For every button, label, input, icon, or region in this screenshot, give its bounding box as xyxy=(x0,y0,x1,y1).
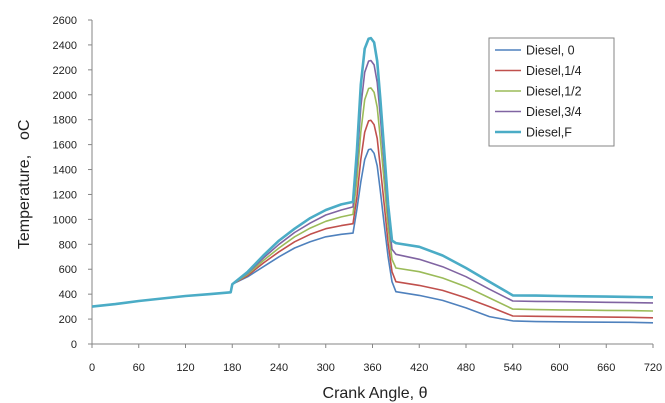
y-tick-label: 800 xyxy=(59,239,77,251)
legend-label: Diesel, 0 xyxy=(526,44,575,58)
svg-text:oC: oC xyxy=(16,120,33,140)
x-tick-label: 480 xyxy=(457,362,475,374)
x-tick-label: 0 xyxy=(89,362,95,374)
x-tick-label: 240 xyxy=(270,362,288,374)
y-tick-label: 2200 xyxy=(53,65,77,77)
legend-box xyxy=(488,37,615,147)
x-tick-label: 60 xyxy=(133,362,145,374)
legend-label: Diesel,1/4 xyxy=(526,64,582,78)
y-tick-label: 2400 xyxy=(53,40,77,52)
legend-label: Diesel,1/2 xyxy=(526,85,582,99)
tick-labels: 0200400600800100012001400160018002000220… xyxy=(53,15,663,374)
x-tick-label: 600 xyxy=(550,362,568,374)
x-tick-label: 720 xyxy=(644,362,662,374)
legend: Diesel, 0 Diesel,1/4 Diesel,1/2 Diesel,3/4 D… xyxy=(488,37,615,147)
x-tick-label: 540 xyxy=(504,362,522,374)
legend-label: Diesel,3/4 xyxy=(526,105,582,119)
y-tick-label: 1200 xyxy=(53,189,77,201)
x-tick-label: 420 xyxy=(410,362,428,374)
y-tick-label: 1800 xyxy=(53,115,77,127)
series-line xyxy=(91,36,654,308)
y-tick-label: 1000 xyxy=(53,214,77,226)
y-tick-label: 1400 xyxy=(53,165,77,177)
y-tick-label: 0 xyxy=(71,339,77,351)
x-tick-label: 360 xyxy=(363,362,381,374)
svg-text:Temperature,: Temperature, xyxy=(16,155,33,249)
y-tick-label: 2600 xyxy=(53,15,77,27)
x-tick-label: 120 xyxy=(176,362,194,374)
series-lines xyxy=(91,36,654,324)
y-tick-label: 1600 xyxy=(53,140,77,152)
y-axis-label-group: Temperature, oC xyxy=(16,120,33,250)
x-tick-label: 660 xyxy=(597,362,615,374)
y-tick-label: 400 xyxy=(59,289,77,301)
y-axis-unit: oC xyxy=(16,120,33,140)
x-axis-label: Crank Angle, θ xyxy=(323,385,428,402)
y-tick-label: 600 xyxy=(59,264,77,276)
x-tick-label: 300 xyxy=(317,362,335,374)
y-tick-label: 2000 xyxy=(53,90,77,102)
y-axis-label: Temperature, xyxy=(16,155,33,249)
axes xyxy=(88,19,654,348)
legend-label: Diesel,F xyxy=(526,126,572,140)
y-tick-label: 200 xyxy=(59,314,77,326)
x-tick-label: 180 xyxy=(223,362,241,374)
